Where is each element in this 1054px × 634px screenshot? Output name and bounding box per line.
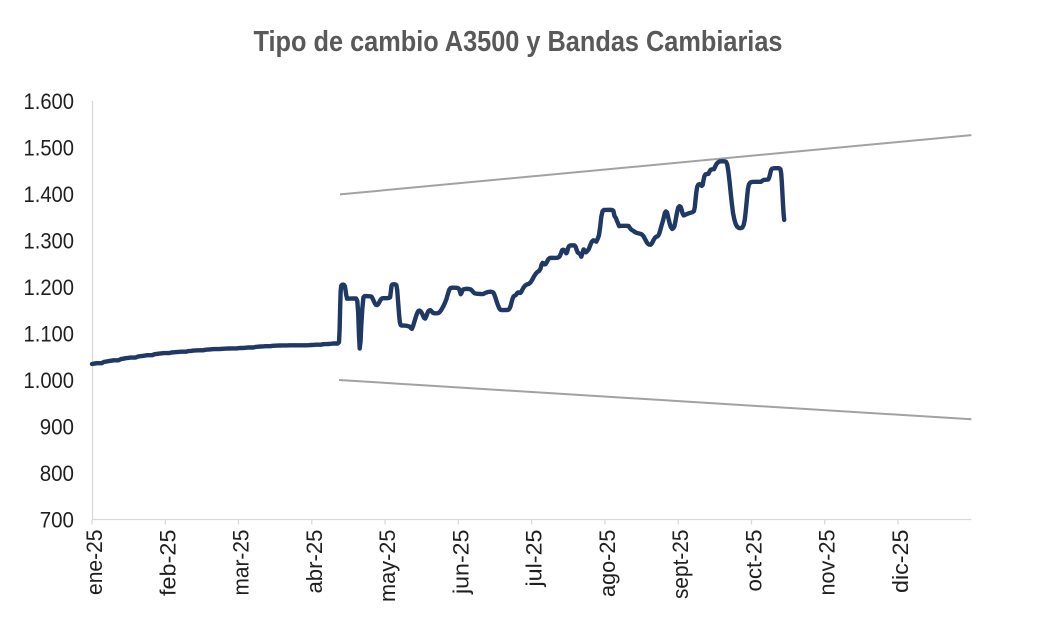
svg-text:800: 800 [40,461,74,486]
svg-text:1.000: 1.000 [24,368,75,393]
svg-text:1.200: 1.200 [24,275,75,300]
svg-text:sept-25: sept-25 [668,530,693,600]
svg-text:dic-25: dic-25 [888,530,913,594]
svg-text:900: 900 [40,414,74,439]
svg-text:700: 700 [40,507,74,532]
svg-text:1.300: 1.300 [24,228,75,253]
svg-text:jun-25: jun-25 [448,530,473,596]
svg-text:1.100: 1.100 [24,321,75,346]
svg-text:mar-25: mar-25 [229,530,254,596]
svg-text:feb-25: feb-25 [155,530,180,597]
svg-text:may-25: may-25 [375,530,400,603]
svg-text:jul-25: jul-25 [522,530,547,588]
svg-text:Tipo de cambio A3500 y Bandas: Tipo de cambio A3500 y Bandas Cambiarias [254,26,783,58]
svg-text:1.400: 1.400 [24,182,75,207]
svg-text:nov-25: nov-25 [815,530,840,596]
svg-text:ene-25: ene-25 [82,530,107,596]
svg-text:ago-25: ago-25 [595,530,620,598]
svg-text:abr-25: abr-25 [302,530,327,594]
svg-text:1.600: 1.600 [24,89,75,114]
svg-text:oct-25: oct-25 [742,530,767,592]
svg-text:1.500: 1.500 [24,135,75,160]
